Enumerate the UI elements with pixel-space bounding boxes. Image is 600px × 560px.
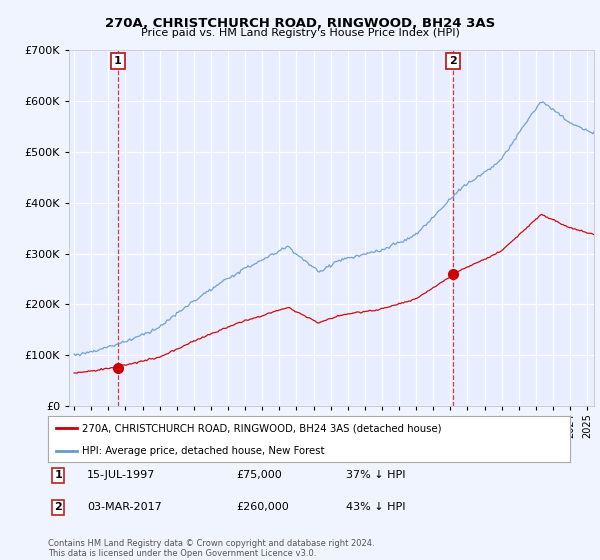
Text: HPI: Average price, detached house, New Forest: HPI: Average price, detached house, New …	[82, 446, 325, 455]
Text: 2: 2	[54, 502, 62, 512]
Text: 270A, CHRISTCHURCH ROAD, RINGWOOD, BH24 3AS: 270A, CHRISTCHURCH ROAD, RINGWOOD, BH24 …	[105, 17, 495, 30]
Text: 2: 2	[449, 56, 457, 66]
Text: 03-MAR-2017: 03-MAR-2017	[87, 502, 162, 512]
Text: 1: 1	[113, 56, 121, 66]
Text: 37% ↓ HPI: 37% ↓ HPI	[346, 470, 405, 480]
Text: Price paid vs. HM Land Registry's House Price Index (HPI): Price paid vs. HM Land Registry's House …	[140, 28, 460, 38]
Text: 15-JUL-1997: 15-JUL-1997	[87, 470, 155, 480]
Text: Contains HM Land Registry data © Crown copyright and database right 2024.
This d: Contains HM Land Registry data © Crown c…	[48, 539, 374, 558]
Text: 270A, CHRISTCHURCH ROAD, RINGWOOD, BH24 3AS (detached house): 270A, CHRISTCHURCH ROAD, RINGWOOD, BH24 …	[82, 423, 442, 433]
Text: £75,000: £75,000	[236, 470, 281, 480]
Text: 1: 1	[54, 470, 62, 480]
Text: 43% ↓ HPI: 43% ↓ HPI	[346, 502, 405, 512]
Text: £260,000: £260,000	[236, 502, 289, 512]
